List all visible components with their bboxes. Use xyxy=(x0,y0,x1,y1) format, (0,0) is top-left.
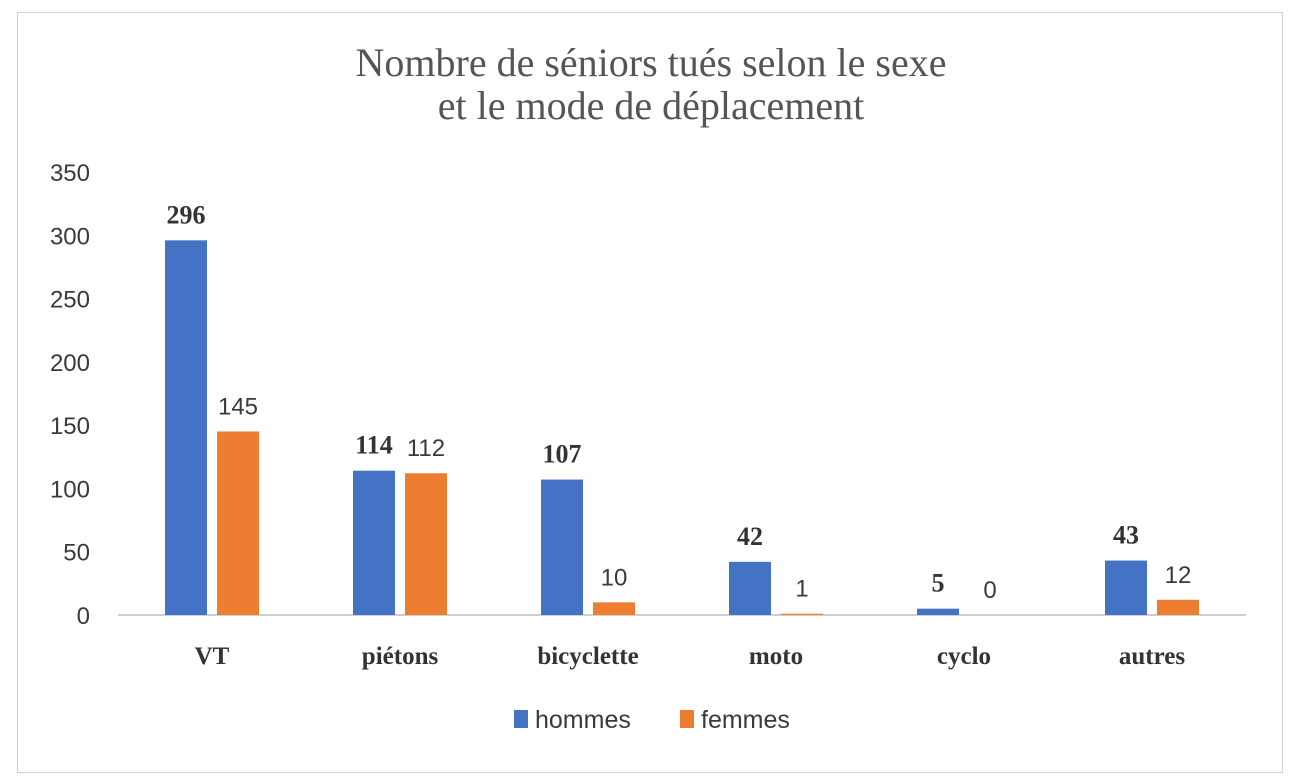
y-tick-label: 50 xyxy=(63,540,90,567)
y-tick-label: 150 xyxy=(50,413,90,440)
y-tick-label: 200 xyxy=(50,350,90,377)
chart-title: Nombre de séniors tués selon le sexe et … xyxy=(356,40,947,128)
y-tick-label: 300 xyxy=(50,223,90,250)
bar-femmes-VT xyxy=(217,431,259,615)
data-label-hommes-autres: 43 xyxy=(1113,521,1139,550)
bar-hommes-autres xyxy=(1105,560,1147,615)
data-label-hommes-cyclo: 5 xyxy=(932,569,945,598)
x-tick-label: autres xyxy=(1119,643,1185,670)
bar-hommes-bicyclette xyxy=(541,479,583,615)
data-label-hommes-moto: 42 xyxy=(737,522,763,551)
data-label-femmes-moto: 1 xyxy=(795,576,808,603)
bar-femmes-bicyclette xyxy=(593,602,635,615)
data-label-femmes-piétons: 112 xyxy=(407,435,445,462)
bar-hommes-moto xyxy=(729,561,771,615)
x-tick-label: moto xyxy=(749,643,803,670)
data-label-femmes-cyclo: 0 xyxy=(983,577,996,604)
y-axis: 0 50 100 150 200 250 300 350 xyxy=(50,160,90,630)
x-tick-label: bicyclette xyxy=(537,643,638,670)
legend-label-femmes: femmes xyxy=(701,706,790,734)
x-axis: VT piétons bicyclette moto cyclo autres xyxy=(195,643,1186,670)
legend: hommes femmes xyxy=(514,706,790,734)
chart-title-line-1: Nombre de séniors tués selon le sexe xyxy=(356,40,947,85)
bars: 296 145 114 112 107 10 42 1 5 0 43 12 xyxy=(165,200,1199,615)
chart-title-line-2: et le mode de déplacement xyxy=(438,83,864,128)
legend-swatch-hommes xyxy=(514,710,528,728)
y-tick-label: 0 xyxy=(77,603,90,630)
bar-hommes-VT xyxy=(165,240,207,615)
y-tick-label: 100 xyxy=(50,476,90,503)
data-label-hommes-bicyclette: 107 xyxy=(543,440,582,469)
x-tick-label: cyclo xyxy=(937,643,991,670)
y-tick-label: 250 xyxy=(50,287,90,314)
data-label-femmes-bicyclette: 10 xyxy=(601,564,628,591)
bar-femmes-moto xyxy=(781,613,823,615)
bar-hommes-piétons xyxy=(353,470,395,615)
x-tick-label: VT xyxy=(195,643,230,670)
chart-frame xyxy=(17,12,1283,773)
bar-hommes-cyclo xyxy=(917,608,959,615)
bar-femmes-piétons xyxy=(405,473,447,615)
legend-swatch-femmes xyxy=(680,710,694,728)
data-label-femmes-autres: 12 xyxy=(1165,562,1192,589)
data-label-hommes-piétons: 114 xyxy=(355,431,393,460)
data-label-femmes-VT: 145 xyxy=(218,393,258,420)
y-tick-label: 350 xyxy=(50,160,90,187)
data-label-hommes-VT: 296 xyxy=(167,200,206,229)
x-tick-label: piétons xyxy=(362,643,439,670)
bar-femmes-autres xyxy=(1157,599,1199,615)
legend-label-hommes: hommes xyxy=(535,706,631,734)
